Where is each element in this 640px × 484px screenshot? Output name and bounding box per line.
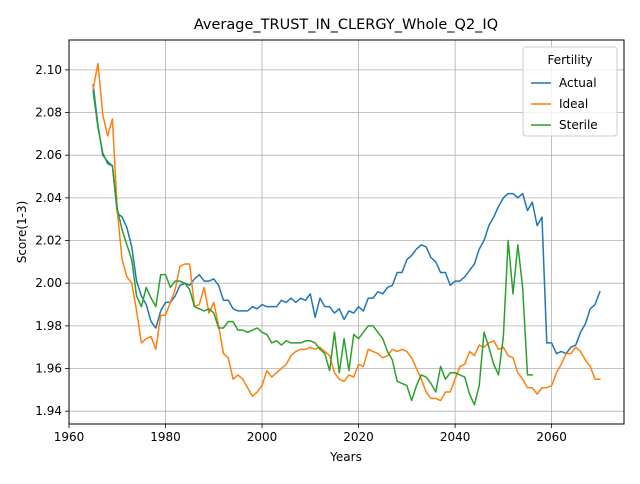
legend-box — [522, 46, 618, 137]
x-axis-label: Years — [329, 450, 362, 464]
chart-title: Average_TRUST_IN_CLERGY_Whole_Q2_IQ — [194, 17, 498, 33]
legend-label-sterile: Sterile — [559, 118, 598, 132]
x-tick-label: 1960 — [54, 430, 85, 444]
y-tick-label: 1.98 — [35, 319, 62, 333]
y-tick-label: 1.94 — [35, 404, 62, 418]
legend-entries: Actual Ideal Sterile — [531, 76, 598, 132]
legend: Fertility Actual Ideal Sterile — [522, 46, 618, 137]
legend-label-actual: Actual — [559, 76, 597, 90]
y-tick-label: 1.96 — [35, 362, 62, 376]
x-tick-label: 2040 — [440, 430, 471, 444]
legend-title: Fertility — [547, 53, 592, 67]
x-tick-label: 2000 — [247, 430, 278, 444]
y-tick-label: 2.00 — [35, 276, 62, 290]
y-tick-label: 2.10 — [35, 63, 62, 77]
series-lines — [92, 62, 601, 406]
y-tick-label: 2.08 — [35, 106, 62, 120]
axis-ticks: 1960 1980 2000 2020 2040 2060 1.94 1.96 1.98 2.00… — [35, 63, 567, 444]
y-axis-label: Score(1-3) — [15, 201, 29, 264]
legend-label-ideal: Ideal — [559, 97, 588, 111]
x-tick-label: 2020 — [343, 430, 374, 444]
series-line-actual — [92, 83, 601, 355]
x-tick-label: 2060 — [536, 430, 567, 444]
y-tick-label: 2.06 — [35, 148, 62, 162]
y-tick-label: 2.02 — [35, 234, 62, 248]
series-line-sterile — [92, 90, 534, 406]
x-tick-label: 1980 — [150, 430, 181, 444]
plot-frame — [68, 39, 625, 425]
series-line-ideal — [92, 62, 601, 402]
y-tick-label: 2.04 — [35, 191, 62, 205]
